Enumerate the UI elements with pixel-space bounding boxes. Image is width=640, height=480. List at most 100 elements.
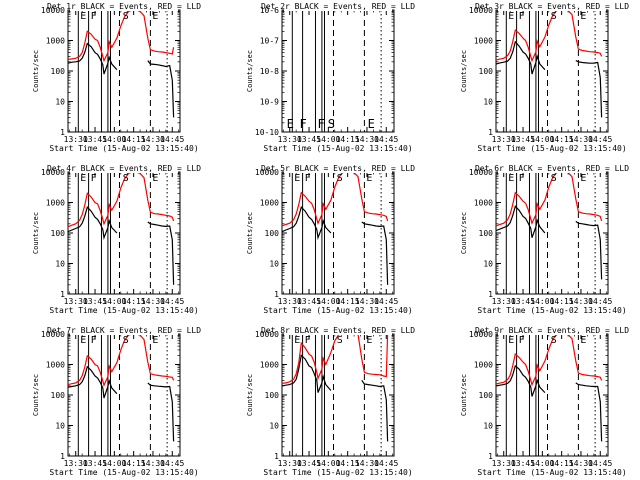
marker-label: S [123, 173, 129, 184]
x-tick-label: 14:30 [569, 135, 593, 144]
x-tick-label: 14:15 [122, 297, 146, 306]
title-backing [284, 1, 392, 11]
marker-label: E [80, 173, 86, 184]
marker-label: S [551, 11, 557, 22]
x-axis-label: Start Time (15-Aug-02 13:15:40) [49, 306, 198, 315]
lld-series-line [496, 172, 603, 227]
y-tick-label: 100 [479, 229, 494, 238]
x-tick-label: 14:15 [336, 135, 360, 144]
panel-title: Det 8r BLACK = Events, RED = LLD [261, 326, 415, 335]
x-tick-label: 14:00 [102, 135, 126, 144]
title-backing [284, 325, 392, 335]
title-backing [70, 1, 178, 11]
x-tick-label: 14:00 [316, 135, 340, 144]
x-tick-label: 13:45 [297, 135, 321, 144]
events-series-line [496, 205, 603, 280]
x-tick-label: 14:45 [160, 459, 184, 468]
events-series-line [282, 206, 389, 285]
marker-label: S [551, 335, 557, 346]
x-axis-label: Start Time (15-Aug-02 13:15:40) [263, 306, 412, 315]
plot-frame [495, 9, 609, 133]
y-tick-label: 1 [60, 290, 65, 299]
x-tick-label: 14:45 [374, 459, 398, 468]
events-series-line [496, 40, 603, 118]
plot-frame [281, 333, 395, 457]
y-tick-label: 10-7 [260, 37, 279, 46]
x-tick-label: 14:30 [355, 135, 379, 144]
panel-3: 1 10 100 1000 10000 13:3013:4514:0014:1514:30… [460, 1, 629, 153]
y-tick-label: 1000 [46, 37, 65, 46]
plot-frame [495, 171, 609, 295]
marker-label: E [80, 11, 86, 22]
x-tick-label: 13:30 [278, 297, 302, 306]
y-tick-label: 1000 [474, 361, 493, 370]
y-tick-label: 10-6 [260, 6, 279, 15]
x-tick-label: 14:30 [141, 135, 165, 144]
title-backing [498, 325, 606, 335]
y-tick-label: 10 [269, 260, 279, 269]
panel-6: 1 10 100 1000 10000 13:3013:4514:0014:1514:30… [460, 163, 629, 315]
marker-label: F [91, 335, 97, 346]
y-tick-label: 1 [60, 452, 65, 461]
marker-label: F [519, 335, 525, 346]
marker-label: F [91, 11, 97, 22]
y-tick-label: 1000 [46, 361, 65, 370]
x-tick-label: 14:00 [102, 459, 126, 468]
x-tick-label: 14:00 [316, 297, 340, 306]
x-tick-label: 14:30 [569, 297, 593, 306]
y-tick-label: 10000 [41, 168, 65, 177]
y-tick-label: 1000 [260, 199, 279, 208]
x-tick-label: 13:45 [297, 297, 321, 306]
x-tick-label: 13:30 [492, 135, 516, 144]
panel-title: Det 9r BLACK = Events, RED = LLD [475, 326, 629, 335]
y-axis-label: Counts/sec [246, 50, 254, 92]
x-tick-label: 14:30 [141, 297, 165, 306]
plot-frame [67, 171, 181, 295]
title-backing [70, 163, 178, 173]
y-tick-label: 1000 [260, 361, 279, 370]
lld-series-line [496, 334, 603, 387]
x-axis-label: Start Time (15-Aug-02 13:15:40) [477, 306, 626, 315]
x-tick-label: 13:30 [64, 135, 88, 144]
y-tick-label: 100 [51, 229, 66, 238]
x-tick-label: 13:45 [83, 297, 107, 306]
y-tick-label: 10000 [469, 168, 493, 177]
marker-label: S [551, 173, 557, 184]
marker-label: E [152, 11, 158, 22]
y-tick-label: 10000 [469, 330, 493, 339]
panel-title: Det 2r BLACK = Events, RED = LLD [261, 2, 415, 11]
y-tick-label: 10-10 [255, 128, 279, 137]
marker-label: S [123, 11, 129, 22]
events-series-line [282, 354, 389, 442]
y-tick-label: 10 [269, 422, 279, 431]
y-axis-label: Counts/sec [246, 374, 254, 416]
y-tick-label: 1 [488, 452, 493, 461]
marker-label: S [337, 173, 343, 184]
marker-label: E [368, 117, 375, 131]
lld-series-line [68, 10, 175, 63]
y-tick-label: 10 [483, 260, 493, 269]
y-tick-label: 10-9 [260, 98, 279, 107]
marker-label: E [366, 173, 372, 184]
title-backing [70, 325, 178, 335]
y-axis-label: Counts/sec [460, 212, 468, 254]
y-tick-label: 10000 [41, 330, 65, 339]
x-tick-label: 14:15 [336, 459, 360, 468]
events-series-line [496, 364, 603, 442]
y-axis-label: Counts/sec [246, 212, 254, 254]
x-tick-label: 13:30 [492, 459, 516, 468]
marker-label: F [305, 335, 311, 346]
x-tick-label: 14:15 [122, 459, 146, 468]
y-tick-label: 1 [488, 128, 493, 137]
marker-label: F [91, 173, 97, 184]
marker-label: E [508, 173, 514, 184]
x-tick-label: 13:45 [83, 135, 107, 144]
lld-series-line [282, 172, 389, 227]
x-tick-label: 13:30 [278, 459, 302, 468]
x-tick-label: 13:30 [64, 297, 88, 306]
y-tick-label: 10 [483, 98, 493, 107]
x-tick-label: 14:30 [355, 297, 379, 306]
x-tick-label: 13:45 [511, 297, 535, 306]
x-tick-label: 14:45 [374, 297, 398, 306]
